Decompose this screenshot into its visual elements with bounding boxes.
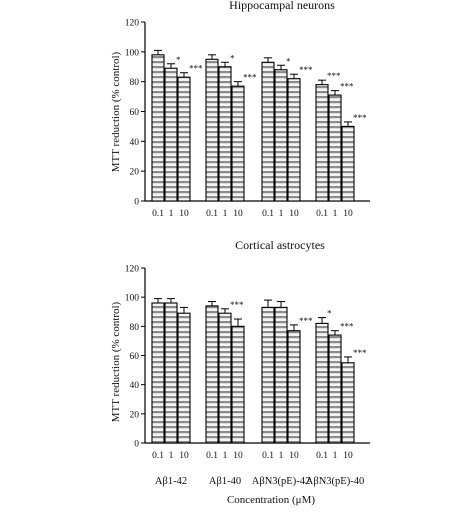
- bar: [315, 322, 329, 444]
- bar: [341, 362, 355, 444]
- concentration-tick-label: 0.1: [152, 451, 164, 461]
- concentration-tick-label: 1: [333, 451, 338, 461]
- concentration-tick-label: 0.1: [152, 209, 164, 219]
- group-label: Aβ1-40: [209, 476, 241, 487]
- concentration-tick-label: 1: [333, 209, 338, 219]
- y-tick-label: 120: [125, 265, 140, 275]
- bar: [177, 76, 191, 202]
- bar: [315, 84, 329, 202]
- concentration-tick-label: 10: [233, 451, 243, 461]
- concentration-tick-label: 0.1: [206, 451, 218, 461]
- significance-label: ***: [340, 82, 354, 92]
- y-tick-label: 20: [130, 168, 140, 178]
- concentration-tick-label: 10: [179, 209, 189, 219]
- bar: [261, 306, 275, 444]
- y-tick-label: 0: [134, 198, 139, 208]
- concentration-tick-label: 0.1: [206, 209, 218, 219]
- chart-title: Hippocampal neurons: [229, 0, 335, 12]
- bar: [205, 58, 219, 202]
- chart-title: Cortical astrocytes: [235, 238, 325, 252]
- y-tick-label: 60: [130, 108, 140, 118]
- concentration-tick-label: 10: [343, 209, 353, 219]
- group-label: AβN3(pE)-40: [306, 476, 364, 487]
- concentration-tick-label: 1: [223, 209, 228, 219]
- significance-label: ***: [353, 348, 367, 358]
- significance-label: ***: [189, 64, 203, 74]
- y-tick-label: 0: [134, 440, 139, 450]
- y-tick-label: 100: [125, 294, 140, 304]
- concentration-tick-label: 10: [233, 209, 243, 219]
- chart-hippocampal-neurons: Hippocampal neurons MTT reduction (% con…: [110, 0, 370, 219]
- group-label: Aβ1-42: [155, 476, 187, 487]
- bar: [328, 334, 342, 444]
- bar: [261, 61, 275, 202]
- concentration-tick-label: 10: [343, 451, 353, 461]
- y-tick-label: 120: [125, 19, 140, 29]
- concentration-tick-label: 1: [279, 209, 284, 219]
- bar: [231, 325, 245, 444]
- y-tick-label: 80: [130, 78, 140, 88]
- bar: [341, 125, 355, 202]
- bar: [274, 69, 288, 202]
- concentration-tick-label: 0.1: [316, 209, 328, 219]
- bar: [151, 54, 165, 202]
- bar: [151, 302, 165, 444]
- significance-label: ***: [230, 300, 244, 310]
- y-tick-label: 100: [125, 48, 140, 58]
- chart-cortical-astrocytes: Cortical astrocytes MTT reduction (% con…: [110, 238, 370, 461]
- y-tick-label: 60: [130, 352, 140, 362]
- y-tick-label: 40: [130, 138, 140, 148]
- significance-label: *: [230, 53, 235, 63]
- significance-label: ***: [299, 65, 313, 75]
- concentration-tick-label: 1: [169, 451, 174, 461]
- significance-label: *: [327, 309, 332, 319]
- concentration-tick-label: 1: [223, 451, 228, 461]
- significance-label: *: [176, 55, 181, 65]
- bar: [328, 94, 342, 202]
- concentration-tick-label: 0.1: [316, 451, 328, 461]
- group-label: AβN3(pE)-42: [252, 476, 310, 487]
- concentration-tick-label: 10: [179, 451, 189, 461]
- x-axis-label: Concentration (μM): [227, 494, 315, 506]
- bar: [164, 67, 178, 202]
- significance-label: ***: [327, 71, 341, 81]
- concentration-tick-label: 1: [279, 451, 284, 461]
- y-axis-label: MTT reduction (% control): [110, 301, 122, 422]
- bar: [164, 302, 178, 444]
- y-tick-label: 80: [130, 323, 140, 333]
- bar: [205, 305, 219, 444]
- y-tick-label: 20: [130, 410, 140, 420]
- bar: [177, 312, 191, 444]
- bar: [274, 306, 288, 444]
- concentration-tick-label: 10: [289, 209, 299, 219]
- bar: [218, 312, 232, 444]
- significance-label: ***: [243, 73, 257, 83]
- significance-label: ***: [353, 113, 367, 123]
- concentration-tick-label: 0.1: [262, 209, 274, 219]
- bar: [287, 78, 301, 202]
- significance-label: ***: [299, 316, 313, 326]
- y-axis-label: MTT reduction (% control): [110, 51, 122, 172]
- bar: [218, 66, 232, 202]
- concentration-tick-label: 1: [169, 209, 174, 219]
- concentration-tick-label: 10: [289, 451, 299, 461]
- bar: [287, 330, 301, 444]
- bar: [231, 85, 245, 202]
- y-tick-label: 40: [130, 381, 140, 391]
- significance-label: ***: [340, 322, 354, 332]
- significance-label: *: [286, 56, 291, 66]
- concentration-tick-label: 0.1: [262, 451, 274, 461]
